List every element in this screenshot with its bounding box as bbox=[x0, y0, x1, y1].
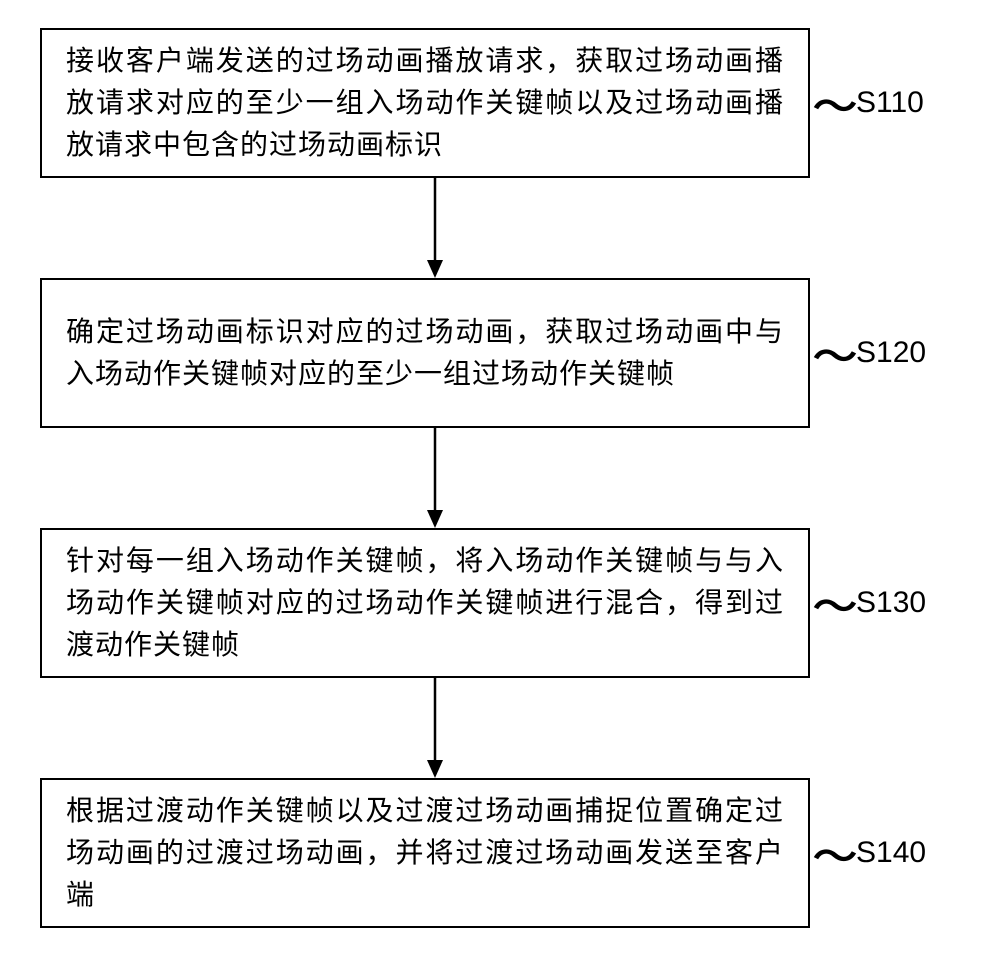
step-1-box: 接收客户端发送的过场动画播放请求，获取过场动画播放请求对应的至少一组入场动作关键… bbox=[40, 28, 810, 178]
step-3-label: S130 bbox=[856, 586, 926, 620]
step-2-box: 确定过场动画标识对应的过场动画，获取过场动画中与入场动作关键帧对应的至少一组过场… bbox=[40, 278, 810, 428]
arrow-3 bbox=[425, 678, 445, 778]
step-2-container: 确定过场动画标识对应的过场动画，获取过场动画中与入场动作关键帧对应的至少一组过场… bbox=[40, 278, 926, 428]
arrow-1 bbox=[425, 178, 445, 278]
step-1-container: 接收客户端发送的过场动画播放请求，获取过场动画播放请求对应的至少一组入场动作关键… bbox=[40, 28, 924, 178]
step-4-container: 根据过渡动作关键帧以及过渡过场动画捕捉位置确定过场动画的过渡过场动画，并将过渡过… bbox=[40, 778, 926, 928]
step-2-label: S120 bbox=[856, 336, 926, 370]
arrow-2 bbox=[425, 428, 445, 528]
tilde-icon: 〜 bbox=[813, 576, 857, 630]
step-1-text: 接收客户端发送的过场动画播放请求，获取过场动画播放请求对应的至少一组入场动作关键… bbox=[66, 40, 784, 166]
tilde-icon: 〜 bbox=[813, 326, 857, 380]
step-3-container: 针对每一组入场动作关键帧，将入场动作关键帧与与入场动作关键帧对应的过场动作关键帧… bbox=[40, 528, 926, 678]
step-1-label: S110 bbox=[856, 86, 924, 120]
step-2-text: 确定过场动画标识对应的过场动画，获取过场动画中与入场动作关键帧对应的至少一组过场… bbox=[66, 311, 784, 395]
tilde-icon: 〜 bbox=[813, 826, 857, 880]
step-4-box: 根据过渡动作关键帧以及过渡过场动画捕捉位置确定过场动画的过渡过场动画，并将过渡过… bbox=[40, 778, 810, 928]
step-3-text: 针对每一组入场动作关键帧，将入场动作关键帧与与入场动作关键帧对应的过场动作关键帧… bbox=[66, 540, 784, 666]
step-4-text: 根据过渡动作关键帧以及过渡过场动画捕捉位置确定过场动画的过渡过场动画，并将过渡过… bbox=[66, 790, 784, 916]
step-4-label: S140 bbox=[856, 836, 926, 870]
flowchart-container: 接收客户端发送的过场动画播放请求，获取过场动画播放请求对应的至少一组入场动作关键… bbox=[0, 0, 1000, 960]
step-3-box: 针对每一组入场动作关键帧，将入场动作关键帧与与入场动作关键帧对应的过场动作关键帧… bbox=[40, 528, 810, 678]
tilde-icon: 〜 bbox=[813, 76, 857, 130]
